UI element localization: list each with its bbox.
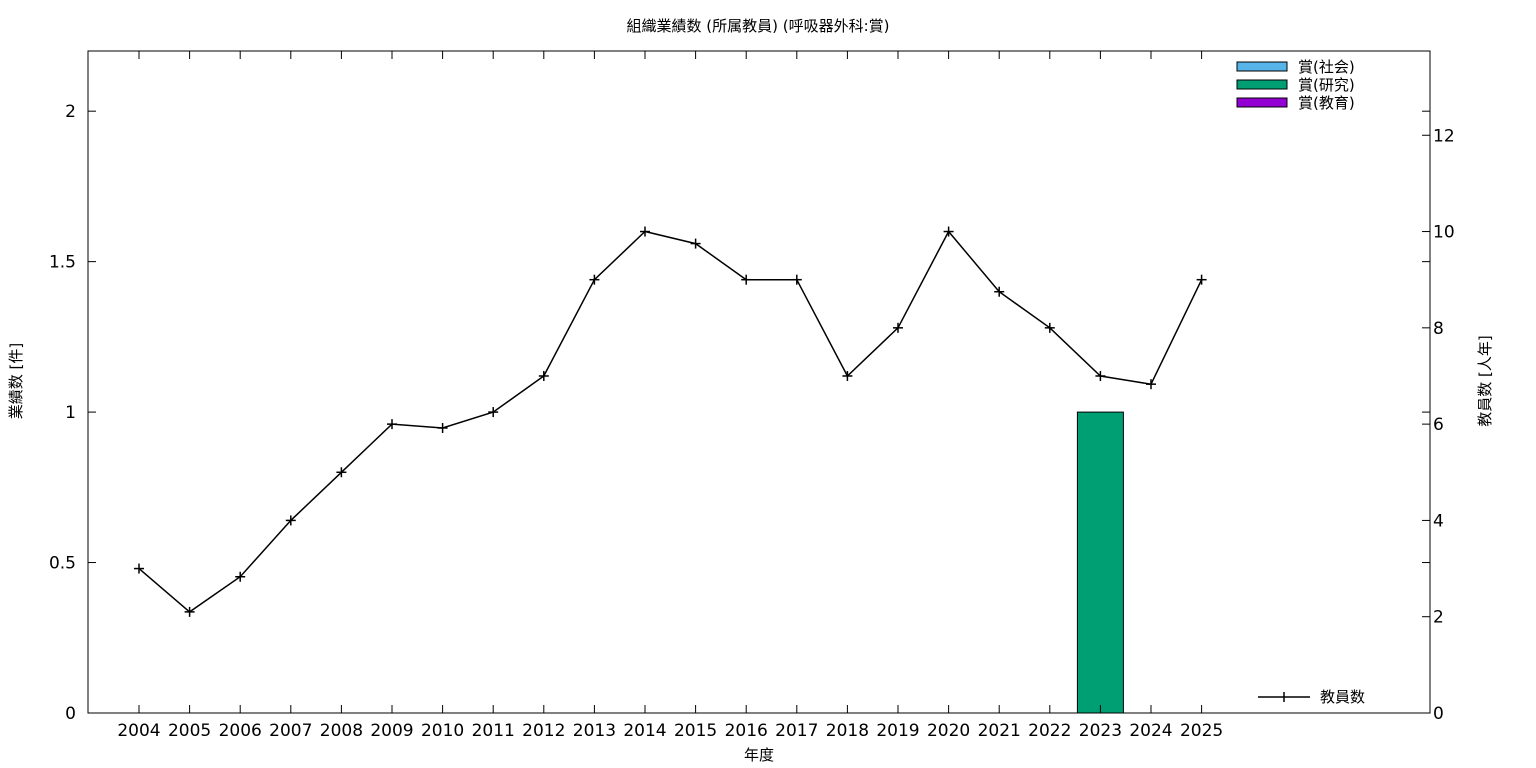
point-2017 xyxy=(791,274,802,285)
legend-swatch xyxy=(1236,61,1288,72)
y2-tick-label: 8 xyxy=(1433,319,1444,339)
point-2011 xyxy=(488,407,499,418)
point-2009 xyxy=(387,419,397,430)
x-tick-label: 2018 xyxy=(826,721,869,741)
y-axis-title: 業績数 [件] xyxy=(7,343,25,419)
x-tick-label: 2008 xyxy=(320,721,363,741)
point-2016 xyxy=(741,274,752,285)
point-2010 xyxy=(437,422,448,433)
y-tick-label: 0 xyxy=(65,704,76,724)
point-2023 xyxy=(1095,370,1106,381)
x-tick-label: 2007 xyxy=(269,721,312,741)
x-tick-label: 2017 xyxy=(775,721,818,741)
legend-swatch xyxy=(1236,97,1288,108)
x-axis-title: 年度 xyxy=(744,746,774,764)
point-2006 xyxy=(235,571,246,582)
y-tick-label: 1.5 xyxy=(49,253,76,273)
x-tick-label: 2011 xyxy=(472,721,515,741)
bar-2023 xyxy=(1076,411,1124,714)
x-tick-label: 2010 xyxy=(421,721,464,741)
point-2004 xyxy=(134,563,144,574)
y2-axis-title: 教員数 [人年] xyxy=(1476,335,1494,426)
x-tick-label: 2025 xyxy=(1180,721,1223,741)
x-tick-label: 2024 xyxy=(1129,721,1172,741)
line-layer xyxy=(134,226,1207,617)
point-2012 xyxy=(538,370,549,381)
x-tick-label: 2006 xyxy=(219,721,262,741)
y2-tick-label: 12 xyxy=(1433,126,1455,146)
y2-tick-label: 6 xyxy=(1433,415,1444,435)
x-tick-label: 2009 xyxy=(370,721,413,741)
chart-title: 組織業績数 (所属教員) (呼吸器外科:賞) xyxy=(627,17,890,35)
point-2005 xyxy=(184,606,195,617)
x-tick-label: 2016 xyxy=(725,721,768,741)
y-tick-label: 2 xyxy=(65,102,76,122)
point-2021 xyxy=(994,286,1005,297)
legend-swatch xyxy=(1236,79,1288,90)
point-2008 xyxy=(336,467,347,478)
point-2025 xyxy=(1196,274,1207,285)
labels-layer: 組織業績数 (所属教員) (呼吸器外科:賞) 年度 業績数 [件] 教員数 [人… xyxy=(7,17,1494,764)
legend: 賞(社会)賞(研究)賞(教育) 教員数 xyxy=(1236,58,1365,706)
x-tick-label: 2004 xyxy=(117,721,160,741)
point-2022 xyxy=(1044,322,1055,333)
point-2020 xyxy=(943,226,954,237)
point-2015 xyxy=(690,238,701,249)
x-tick-label: 2015 xyxy=(674,721,717,741)
y-tick-label: 0.5 xyxy=(49,554,76,574)
line-series-teachers xyxy=(138,230,1203,613)
x-tick-label: 2012 xyxy=(522,721,565,741)
legend-label: 賞(研究) xyxy=(1298,76,1355,94)
x-tick-label: 2014 xyxy=(623,721,666,741)
y2-tick-label: 2 xyxy=(1433,608,1444,628)
x-tick-label: 2021 xyxy=(978,721,1021,741)
x-tick-label: 2005 xyxy=(168,721,211,741)
point-2024 xyxy=(1146,379,1156,390)
y2-tick-label: 4 xyxy=(1433,511,1444,531)
y2-tick-label: 10 xyxy=(1433,223,1455,243)
point-2014 xyxy=(640,226,650,237)
point-2007 xyxy=(285,515,296,526)
y-tick-label: 1 xyxy=(65,403,76,423)
x-tick-label: 2019 xyxy=(876,721,919,741)
bars-layer xyxy=(1076,411,1124,714)
point-2019 xyxy=(893,322,903,333)
point-2013 xyxy=(589,274,600,285)
x-tick-label: 2022 xyxy=(1028,721,1071,741)
x-tick-label: 2013 xyxy=(573,721,616,741)
x-tick-label: 2020 xyxy=(927,721,970,741)
x-tick-label: 2023 xyxy=(1079,721,1122,741)
legend-label: 賞(教育) xyxy=(1298,94,1355,112)
point-2018 xyxy=(842,370,853,381)
y2-tick-label: 0 xyxy=(1433,704,1444,724)
legend-label: 賞(社会) xyxy=(1298,58,1355,76)
legend-label: 教員数 xyxy=(1320,688,1365,706)
plot-frame xyxy=(87,50,1431,714)
